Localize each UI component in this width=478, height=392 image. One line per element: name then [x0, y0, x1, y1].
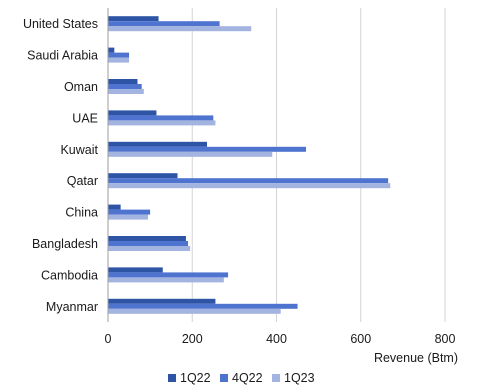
bar-1Q22-china [108, 204, 121, 210]
legend-label: 1Q23 [284, 371, 315, 385]
x-tick-labels: 0 200 400 600 800 [105, 332, 456, 346]
x-tick-label: 200 [182, 332, 203, 346]
x-tick-label: 600 [350, 332, 371, 346]
category-label: Bangladesh [32, 237, 98, 251]
legend: 1Q22 4Q22 1Q23 [168, 371, 315, 385]
bar-1Q23-cambodia [108, 277, 224, 283]
bar-1Q23-bangladesh [108, 246, 191, 251]
bar-1Q22-saudi-arabia [108, 47, 115, 53]
bar-1Q22-oman [108, 79, 138, 84]
category-label: Oman [64, 80, 98, 94]
bar-4Q22-qatar [108, 178, 389, 184]
category-labels: United States Saudi Arabia Oman UAE Kuwait Qa… [23, 17, 99, 314]
bar-4Q22-myanmar [108, 303, 298, 309]
legend-swatch-4Q22 [220, 374, 228, 382]
category-label: United States [23, 17, 98, 31]
bar-4Q22-kuwait [108, 146, 306, 152]
bar-4Q22-bangladesh [108, 241, 189, 246]
bar-1Q22-bangladesh [108, 236, 186, 241]
bar-4Q22-united-states [108, 21, 220, 27]
category-label: Cambodia [41, 268, 98, 282]
x-tick-label: 400 [266, 332, 287, 346]
bar-1Q23-myanmar [108, 308, 281, 314]
bar-1Q22-qatar [108, 173, 178, 179]
bar-4Q22-china [108, 209, 151, 215]
bar-1Q22-kuwait [108, 141, 207, 147]
bar-4Q22-uae [108, 115, 214, 121]
bar-1Q22-cambodia [108, 267, 163, 273]
category-label: Saudi Arabia [27, 49, 98, 63]
bar-4Q22-saudi-arabia [108, 52, 130, 58]
x-tick-label: 0 [105, 332, 112, 346]
legend-label: 1Q22 [180, 371, 211, 385]
bar-4Q22-cambodia [108, 272, 229, 278]
category-label: Myanmar [46, 300, 98, 314]
legend-swatch-1Q23 [272, 374, 280, 382]
category-label: China [65, 206, 98, 220]
bar-1Q23-china [108, 214, 149, 220]
category-label: UAE [72, 111, 98, 125]
legend-swatch-1Q22 [168, 374, 176, 382]
bar-1Q23-kuwait [108, 151, 273, 157]
bar-1Q23-saudi-arabia [108, 57, 130, 63]
category-label: Qatar [67, 174, 98, 188]
bar-1Q22-myanmar [108, 298, 216, 304]
legend-label: 4Q22 [232, 371, 263, 385]
bar-1Q23-qatar [108, 183, 391, 189]
x-tick-label: 800 [435, 332, 456, 346]
category-label: Kuwait [60, 143, 98, 157]
bar-1Q22-united-states [108, 16, 159, 22]
bars [108, 16, 391, 314]
bar-1Q22-uae [108, 110, 157, 116]
x-axis-title: Revenue (Btm) [374, 351, 458, 365]
bar-4Q22-oman [108, 84, 142, 89]
gridlines [191, 8, 446, 322]
bar-1Q23-uae [108, 120, 216, 126]
bar-1Q23-oman [108, 89, 144, 94]
bar-1Q23-united-states [108, 26, 252, 32]
